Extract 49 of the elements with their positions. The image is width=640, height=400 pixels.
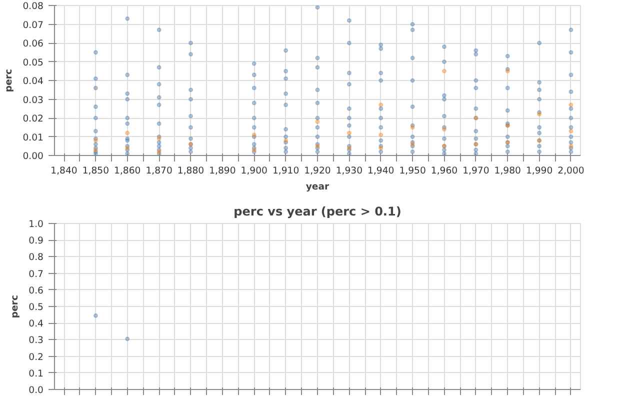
y-tick-label: 0.00 <box>22 151 44 162</box>
x-tick-label: 1,900 <box>240 166 268 176</box>
y-tick-label: 0.8 <box>28 252 44 264</box>
y-tick-label: 0.01 <box>22 132 44 144</box>
x-tick-label: 1,910 <box>272 166 300 176</box>
x-tick-label: 1,980 <box>494 166 522 176</box>
y-axis-title: perc <box>10 294 21 318</box>
x-tick-label: 1,930 <box>336 166 363 176</box>
chart-title: perc vs year (perc > 0.1) <box>234 204 402 218</box>
y-tick-label: 0.06 <box>22 38 44 50</box>
x-tick-label: 1,940 <box>368 166 394 176</box>
y-tick-label: 0.0 <box>28 385 44 396</box>
x-tick-label: 1,840 <box>50 166 78 176</box>
x-tick-label: 1,920 <box>304 166 331 176</box>
point <box>568 128 574 134</box>
x-tick-label: 1,990 <box>526 166 553 176</box>
y-tick-label: 0.1 <box>28 368 44 380</box>
y-tick-label: 1.0 <box>28 219 44 230</box>
x-tick-label: 1,860 <box>114 166 141 176</box>
point <box>378 132 384 138</box>
y-tick-label: 0.05 <box>22 57 44 68</box>
y-tick-label: 0.03 <box>22 94 44 106</box>
y-tick-label: 0.2 <box>28 352 44 363</box>
point <box>315 120 320 124</box>
y-tick-label: 0.08 <box>22 1 44 12</box>
x-tick-label: 1,870 <box>146 166 172 176</box>
x-tick-label: 1,950 <box>399 166 426 176</box>
y-tick-label: 0.02 <box>22 114 44 124</box>
y-tick-label: 0.3 <box>28 335 44 346</box>
point <box>378 102 384 108</box>
y-tick-label: 0.07 <box>22 20 44 31</box>
point <box>568 102 574 108</box>
y-tick-label: 0.5 <box>28 302 44 313</box>
y-tick-label: 0.4 <box>28 318 44 330</box>
point <box>442 68 446 74</box>
y-axis-title: perc <box>4 68 15 92</box>
x-tick-label: 1,880 <box>177 166 204 176</box>
y-tick-label: 0.6 <box>28 285 44 296</box>
y-tick-label: 0.04 <box>22 76 44 87</box>
x-tick-label: 1,970 <box>462 166 490 176</box>
y-tick-label: 0.9 <box>28 236 44 247</box>
x-tick-label: 1,850 <box>82 166 110 176</box>
x-axis-title: year <box>306 182 330 192</box>
x-tick-label: 1,890 <box>209 166 236 176</box>
x-tick-label: 2,000 <box>558 166 584 176</box>
point <box>346 130 352 136</box>
point <box>125 130 130 136</box>
x-tick-label: 1,960 <box>430 166 458 176</box>
y-tick-label: 0.7 <box>28 268 44 280</box>
